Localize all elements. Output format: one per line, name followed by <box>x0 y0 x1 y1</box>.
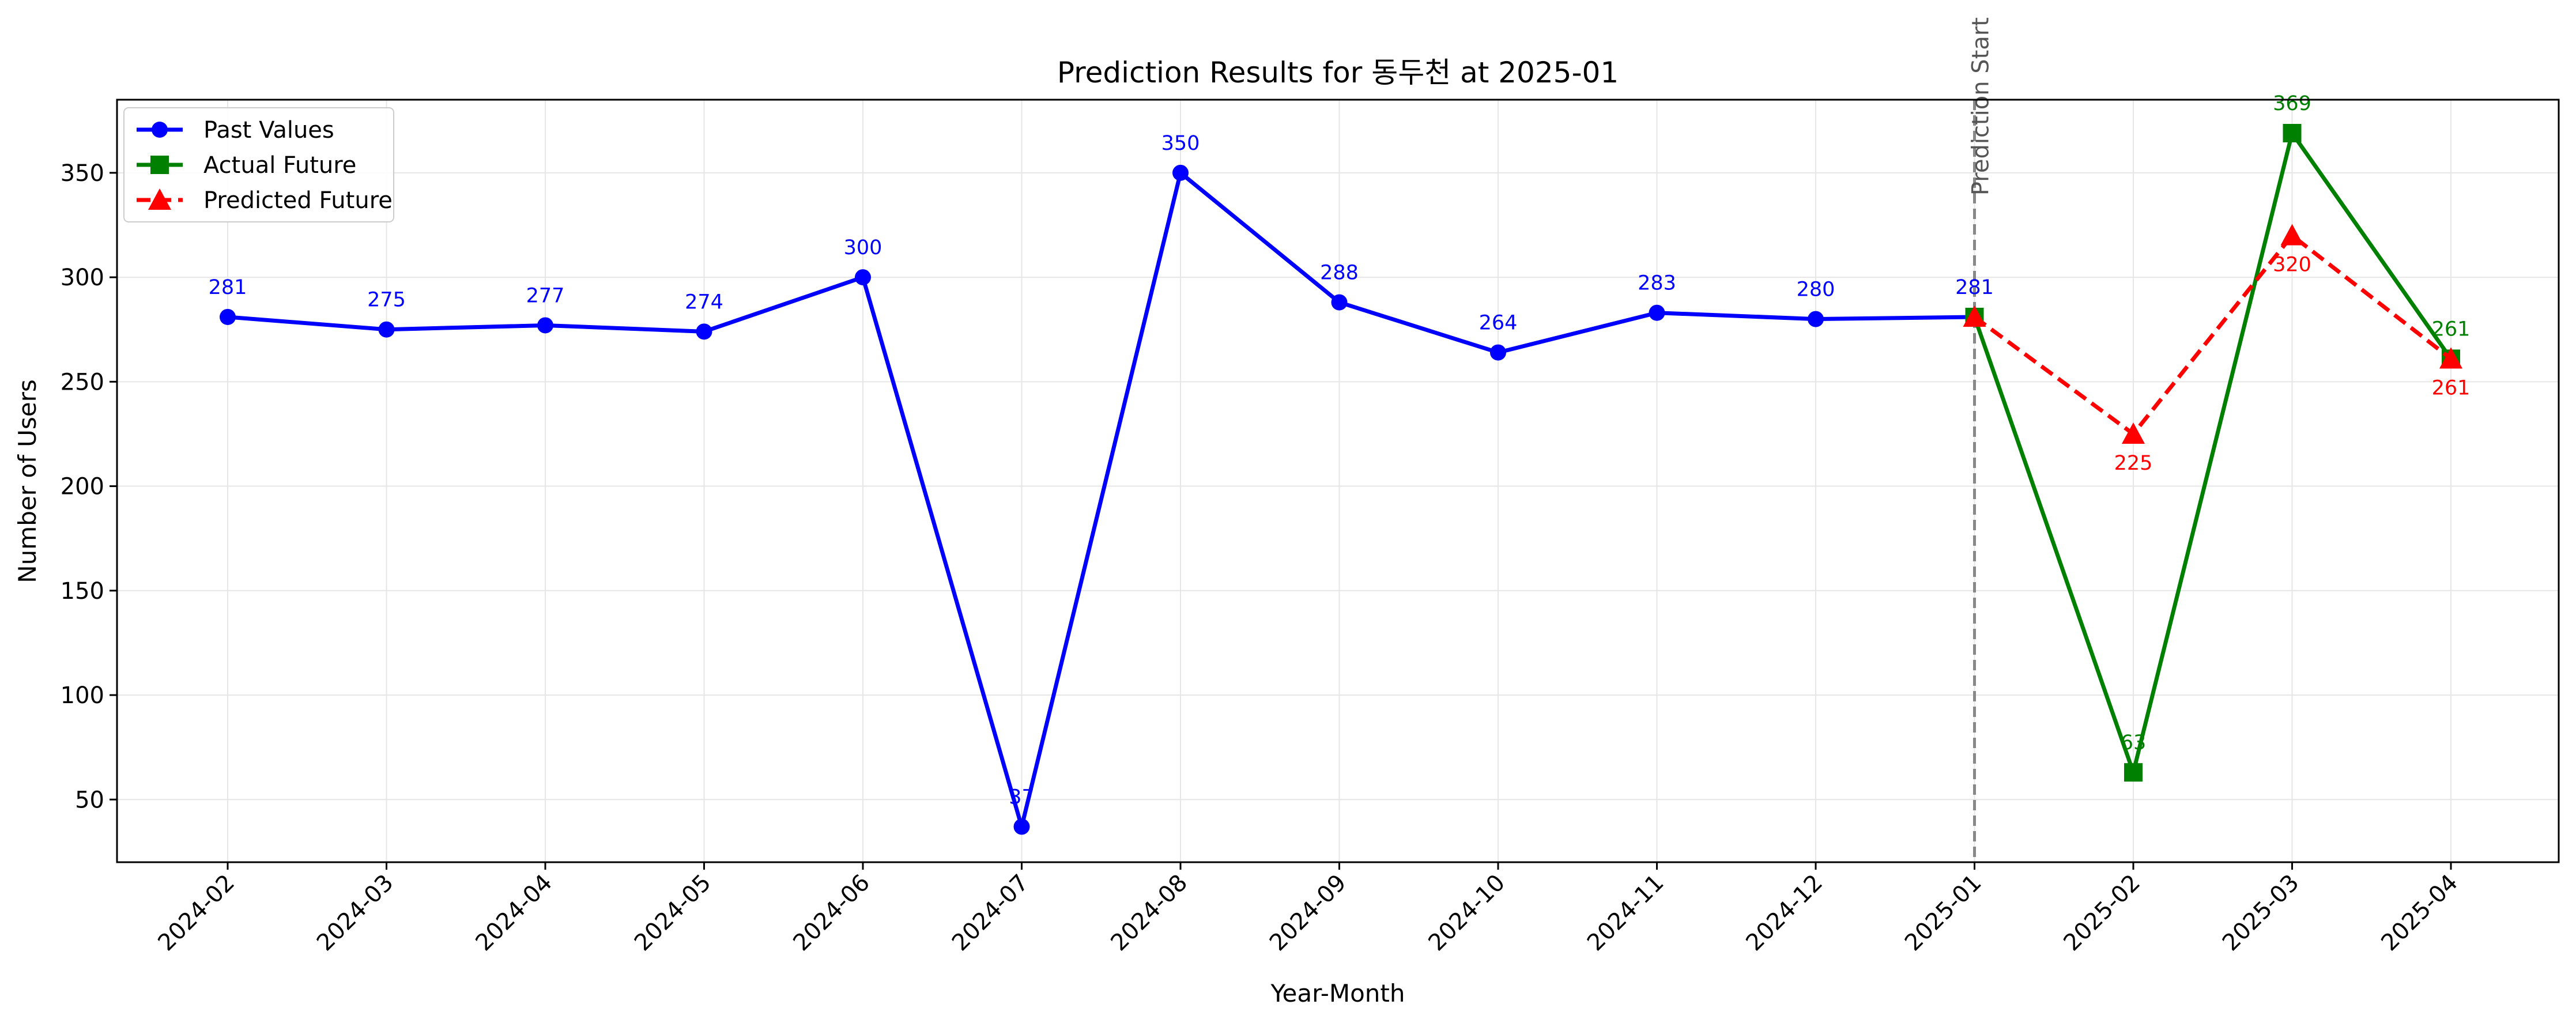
x-tick-label: 2025-03 <box>2217 870 2305 957</box>
y-tick-label: 50 <box>75 787 104 813</box>
actual-future-point <box>2283 123 2302 142</box>
axes: 2024-02 2024-03 2024-04 2024-05 2024-06 2024-… <box>61 160 2463 956</box>
legend-swatch-marker <box>152 122 168 138</box>
legend-label: Actual Future <box>203 152 356 179</box>
legend-label: Predicted Future <box>203 187 393 214</box>
predicted-future-data-label: 225 <box>2114 452 2153 475</box>
legend-item-actual-future: Actual Future <box>137 152 356 179</box>
x-axis-title: Year-Month <box>1270 979 1405 1007</box>
past-values-point <box>378 321 395 338</box>
chart-title: Prediction Results for 동두천 at 2025-01 <box>1057 56 1619 89</box>
past-values-data-label: 275 <box>367 289 406 312</box>
x-tick-label: 2024-06 <box>788 870 875 957</box>
y-tick-label: 100 <box>61 682 104 709</box>
legend-swatch-marker <box>150 156 169 174</box>
past-values-data-label: 264 <box>1479 312 1518 335</box>
past-values-point <box>855 269 871 286</box>
y-tick-label: 300 <box>61 265 104 291</box>
actual-future-line <box>1972 131 2453 775</box>
x-tick-label: 2024-11 <box>1582 870 1669 957</box>
legend-swatch-marker <box>148 188 171 210</box>
past-values-data-label: 283 <box>1638 272 1676 295</box>
predicted-future-point <box>2122 422 2145 444</box>
prediction-start-marker: Prediction Start <box>1968 17 1994 862</box>
x-tick-label: 2025-04 <box>2376 870 2463 957</box>
plot-area-frame <box>116 99 2560 863</box>
grid <box>117 100 2559 862</box>
series-group <box>220 123 2462 835</box>
past-values-data-label: 281 <box>209 276 247 299</box>
past-values-data-label: 350 <box>1161 132 1200 155</box>
past-values-data-label: 277 <box>526 284 565 307</box>
x-tick-label: 2024-08 <box>1106 870 1193 957</box>
past-values-data-label: 288 <box>1320 262 1359 285</box>
past-values-point <box>537 317 553 334</box>
predicted-future-series <box>1963 224 2462 444</box>
legend-item-past-values: Past Values <box>137 117 334 144</box>
legend-label: Past Values <box>203 117 334 144</box>
x-tick-label: 2024-12 <box>1741 870 1828 957</box>
actual-future-data-label: 369 <box>2273 92 2311 115</box>
x-tick-label: 2025-01 <box>1900 870 1987 957</box>
x-tick-label: 2024-05 <box>629 870 716 957</box>
x-tick-label: 2025-02 <box>2058 870 2145 957</box>
x-tick-label: 2024-07 <box>947 870 1034 957</box>
predicted-future-point <box>2280 224 2304 246</box>
past-values-line <box>227 171 1975 829</box>
legend-box <box>123 107 394 222</box>
predicted-future-data-label: 320 <box>2273 254 2311 277</box>
x-tick-label: 2024-04 <box>470 870 557 957</box>
y-tick-label: 350 <box>61 160 104 187</box>
past-values-data-label: 300 <box>844 236 882 259</box>
past-values-point <box>220 308 236 325</box>
actual-future-series <box>1965 123 2460 782</box>
actual-future-point <box>2124 763 2143 782</box>
past-values-series <box>220 164 1983 835</box>
y-tick-label: 250 <box>61 369 104 395</box>
past-values-point <box>1808 311 1824 327</box>
x-tick-label: 2024-03 <box>312 870 399 957</box>
data-labels: 281 275 277 274 300 37 350 288 264 283 280 281 63 369… <box>209 92 2471 809</box>
prediction-start-label: Prediction Start <box>1968 17 1994 195</box>
y-tick-label: 200 <box>61 474 104 500</box>
x-tick-label: 2024-09 <box>1265 870 1352 957</box>
past-values-point <box>1490 344 1506 361</box>
legend-item-predicted-future: Predicted Future <box>137 187 393 214</box>
predicted-future-point <box>1963 305 1986 327</box>
past-values-point <box>1172 164 1189 181</box>
past-values-point <box>1013 818 1030 835</box>
actual-future-data-label: 261 <box>2432 318 2471 341</box>
past-values-point <box>1649 304 1665 321</box>
predicted-future-line <box>1973 233 2453 436</box>
y-tick-label: 150 <box>61 578 104 605</box>
past-values-data-label: 280 <box>1797 278 1835 301</box>
past-values-data-label: 281 <box>1955 276 1994 299</box>
actual-future-data-label: 63 <box>2121 731 2147 754</box>
predicted-future-data-label: 261 <box>2432 376 2471 399</box>
past-values-point <box>1331 294 1348 311</box>
past-values-data-label: 274 <box>685 290 723 314</box>
legend: Past Values Actual Future Predicted Future <box>123 107 394 222</box>
x-tick-label: 2024-10 <box>1423 870 1510 957</box>
x-tick-label: 2024-02 <box>153 870 240 957</box>
predicted-future-point <box>2439 347 2462 369</box>
y-axis-title: Number of Users <box>13 379 42 583</box>
past-values-data-label: 37 <box>1009 786 1035 809</box>
past-values-point <box>696 323 712 340</box>
